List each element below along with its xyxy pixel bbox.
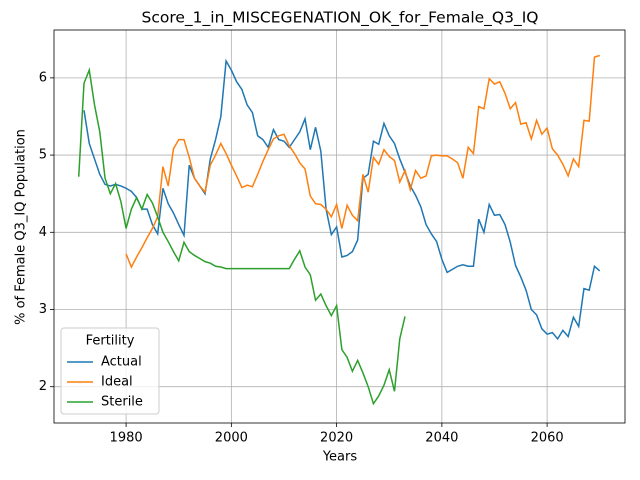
x-tick-label: 2020	[320, 431, 353, 446]
legend-label: Ideal	[101, 375, 133, 390]
legend-label: Actual	[101, 355, 142, 370]
series-line	[125, 54, 600, 269]
y-axis-label: % of Female Q3_IQ Population	[14, 129, 29, 325]
x-tick-label: 2060	[531, 431, 564, 446]
x-tick-label: 1980	[110, 431, 143, 446]
x-tick-label: 2040	[425, 431, 458, 446]
y-tick-label: 5	[39, 148, 47, 163]
series-line	[83, 58, 601, 341]
series-line	[77, 67, 406, 406]
y-tick-label: 6	[39, 70, 47, 85]
x-axis-label: Years	[322, 450, 358, 465]
chart-title: Score_1_in_MISCEGENATION_OK_for_Female_Q…	[142, 9, 539, 28]
y-tick-label: 2	[39, 379, 47, 394]
y-tick-label: 3	[39, 302, 47, 317]
legend-label: Sterile	[101, 395, 143, 410]
legend-title: Fertility	[86, 334, 135, 349]
x-tick-label: 2000	[215, 431, 248, 446]
y-tick-label: 4	[39, 225, 47, 240]
plot-frame	[53, 29, 626, 424]
legend-box	[60, 327, 160, 415]
